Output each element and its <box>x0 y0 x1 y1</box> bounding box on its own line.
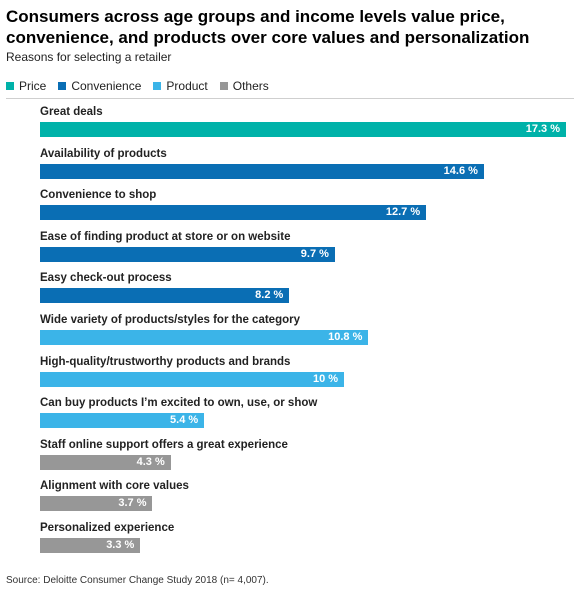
bar-value-label: 9.7 % <box>300 247 329 260</box>
bar-value-label: 3.3 % <box>106 539 135 551</box>
legend-label-price: Price <box>19 79 47 93</box>
legend-item-others: Others <box>219 79 269 93</box>
bar: 4.3 % <box>40 454 171 470</box>
bar-value-label: 17.3 % <box>525 123 560 135</box>
bar: 5.4 % <box>40 413 205 429</box>
bar: 14.6 % <box>40 163 484 179</box>
bar: 9.7 % <box>40 246 335 262</box>
bar-label: Easy check-out process <box>40 272 172 285</box>
bar-label: High-quality/trustworthy products and br… <box>40 355 291 368</box>
bar-value-label: 4.3 % <box>136 455 165 468</box>
chart-legend: Price Convenience Product Others <box>6 79 281 93</box>
bar: 3.3 % <box>40 538 141 553</box>
bar-value-label: 10.8 % <box>328 331 363 343</box>
bar-value-label: 8.2 % <box>255 289 284 302</box>
bar: 17.3 % <box>40 122 566 137</box>
bar: 10.8 % <box>40 330 369 345</box>
legend-divider <box>6 98 574 99</box>
bar-label: Can buy products I’m excited to own, use… <box>40 397 318 410</box>
chart-source-note: Source: Deloitte Consumer Change Study 2… <box>6 575 269 586</box>
bar-label: Staff online support offers a great expe… <box>40 438 288 451</box>
legend-item-convenience: Convenience <box>58 79 141 93</box>
bar-label: Convenience to shop <box>40 189 157 202</box>
legend-item-product: Product <box>153 79 208 93</box>
legend-swatch-product <box>153 82 162 90</box>
bar: 8.2 % <box>40 288 290 304</box>
bar-label: Alignment with core values <box>40 480 189 493</box>
legend-label-convenience: Convenience <box>71 79 142 93</box>
legend-item-price: Price <box>6 79 46 93</box>
bar-label: Personalized experience <box>40 522 175 534</box>
bar-value-label: 5.4 % <box>170 414 199 427</box>
bar-value-label: 12.7 % <box>385 206 421 219</box>
bar: 12.7 % <box>40 205 427 221</box>
bar-value-label: 3.7 % <box>118 497 147 510</box>
bar: 3.7 % <box>40 496 153 512</box>
bar-label: Ease of finding product at store or on w… <box>40 230 291 243</box>
bar-label: Availability of products <box>40 147 167 160</box>
chart-title: Consumers across age groups and income l… <box>6 7 530 47</box>
bar-value-label: 14.6 % <box>443 164 478 177</box>
legend-label-product: Product <box>166 79 208 93</box>
legend-swatch-price <box>6 82 14 90</box>
legend-label-others: Others <box>232 79 269 93</box>
chart-subtitle: Reasons for selecting a retailer <box>6 50 172 64</box>
bar-value-label: 10 % <box>312 372 339 385</box>
bar-label: Wide variety of products/styles for the … <box>40 314 300 326</box>
legend-swatch-convenience <box>58 82 67 90</box>
legend-swatch-others <box>219 82 228 90</box>
bar: 10 % <box>40 371 345 387</box>
bar-label: Great deals <box>40 106 103 118</box>
